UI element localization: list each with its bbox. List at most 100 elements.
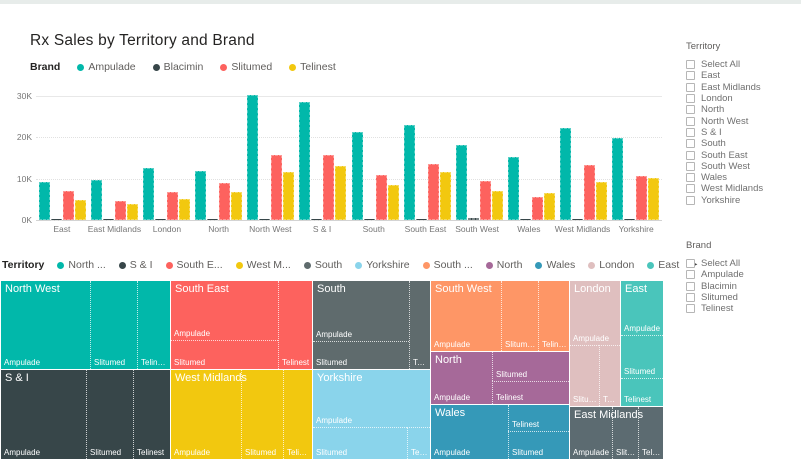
bar-east-slitumed[interactable]	[62, 191, 74, 220]
brand-legend-item-telinest[interactable]: Telinest	[289, 61, 336, 73]
bar-east-midlands-slitumed[interactable]	[114, 201, 126, 220]
treemap-cell-south-east-telinest[interactable]: Telinest	[278, 281, 312, 369]
treemap-tile-south[interactable]: South Ampulade Slitumed Telinest	[313, 281, 430, 369]
territory-legend-item-west-m[interactable]: West M...	[235, 259, 291, 271]
territory-option-east-midlands[interactable]: East Midlands	[686, 82, 796, 93]
checkbox-icon[interactable]	[686, 195, 695, 205]
treemap-tile-west-midlands[interactable]: West Midlands Ampulade Slitumed Telinest	[171, 370, 312, 459]
checkbox-icon[interactable]	[686, 105, 695, 115]
checkbox-icon[interactable]	[686, 116, 695, 126]
treemap-tile-south-west[interactable]: South West Ampulade Slitumed Telinest	[431, 281, 569, 351]
bar-south-east-blacimin[interactable]	[415, 219, 427, 220]
territory-option-north[interactable]: North	[686, 104, 796, 115]
treemap-cell-west-midlands-slitumed[interactable]: Slitumed	[241, 370, 283, 459]
bar-north-telinest[interactable]	[231, 192, 243, 220]
territory-legend-item-north[interactable]: North ...	[57, 259, 106, 271]
bar-south-slitumed[interactable]	[375, 175, 387, 220]
treemap-cell-yorkshire-telinest[interactable]: Telinest	[407, 427, 430, 459]
treemap-cell-south-west-telinest[interactable]: Telinest	[538, 281, 569, 351]
bar-yorkshire-telinest[interactable]	[648, 178, 660, 220]
bar-wales-slitumed[interactable]	[532, 197, 544, 220]
bar-south-east-ampulade[interactable]	[403, 125, 415, 220]
bar-london-ampulade[interactable]	[142, 168, 154, 220]
treemap-tile-north-west[interactable]: North West Ampulade Slitumed Telinest	[1, 281, 170, 369]
treemap-cell-wales-telinest[interactable]: Telinest	[508, 405, 569, 431]
checkbox-icon[interactable]	[686, 173, 695, 183]
brand-legend-item-ampulade[interactable]: Ampulade	[77, 61, 136, 73]
territory-option-wales[interactable]: Wales	[686, 172, 796, 183]
treemap-cell-east-telinest[interactable]: Telinest	[621, 378, 663, 406]
bar-north-west-blacimin[interactable]	[259, 219, 271, 220]
territory-option-select-all[interactable]: Select All	[686, 59, 796, 70]
bar-west-midlands-telinest[interactable]	[596, 182, 608, 220]
territory-legend-item-wales[interactable]: Wales	[535, 259, 575, 271]
brand-option-select-all[interactable]: Select All	[686, 258, 796, 269]
bar-east-midlands-telinest[interactable]	[126, 204, 138, 220]
bar-north-west-telinest[interactable]	[283, 172, 295, 220]
bar-london-telinest[interactable]	[178, 199, 190, 220]
treemap-cell-south-west-slitumed[interactable]: Slitumed	[501, 281, 538, 351]
checkbox-icon[interactable]	[686, 293, 695, 303]
territory-legend-item-north[interactable]: North	[485, 259, 522, 271]
bar-wales-telinest[interactable]	[544, 193, 556, 220]
treemap-cell-east-midlands-telinest[interactable]: Telinest	[638, 407, 663, 459]
checkbox-icon[interactable]	[686, 259, 695, 269]
checkbox-icon[interactable]	[686, 281, 695, 291]
treemap-cell-south-east-slitumed[interactable]: Slitumed	[171, 340, 278, 369]
checkbox-icon[interactable]	[686, 127, 695, 137]
treemap-cell-east-slitumed[interactable]: Slitumed	[621, 335, 663, 378]
checkbox-icon[interactable]	[686, 270, 695, 280]
bar-south-west-blacimin[interactable]	[467, 218, 479, 220]
territory-option-east[interactable]: East	[686, 70, 796, 81]
treemap-tile-s-i[interactable]: S & I Ampulade Slitumed Telinest	[1, 370, 170, 459]
territory-option-london[interactable]: London	[686, 93, 796, 104]
bar-east-telinest[interactable]	[74, 200, 86, 220]
treemap-cell-wales-slitumed[interactable]: Slitumed	[508, 431, 569, 459]
brand-option-ampulade[interactable]: Ampulade	[686, 269, 796, 280]
treemap-tile-south-east[interactable]: South East Ampulade Slitumed Telinest	[171, 281, 312, 369]
treemap-cell-s-i-telinest[interactable]: Telinest	[133, 370, 170, 459]
treemap-cell-london-telinest[interactable]: Telinest	[599, 345, 620, 406]
territory-legend-item-south-e[interactable]: South E...	[165, 259, 223, 271]
checkbox-icon[interactable]	[686, 82, 695, 92]
treemap-cell-london-slitumed[interactable]: Slitumed	[570, 345, 599, 406]
checkbox-icon[interactable]	[686, 184, 695, 194]
checkbox-icon[interactable]	[686, 304, 695, 314]
bar-wales-ampulade[interactable]	[508, 157, 520, 220]
bar-east-blacimin[interactable]	[50, 219, 62, 220]
territory-option-yorkshire[interactable]: Yorkshire	[686, 195, 796, 206]
treemap-tile-east-midlands[interactable]: East Midlands Ampulade Slitumed Telinest	[570, 407, 663, 459]
checkbox-icon[interactable]	[686, 139, 695, 149]
bar-west-midlands-slitumed[interactable]	[584, 165, 596, 220]
bar-south-west-slitumed[interactable]	[479, 181, 491, 220]
brand-option-blacimin[interactable]: Blacimin	[686, 281, 796, 292]
territory-option-south-west[interactable]: South West	[686, 161, 796, 172]
bar-london-slitumed[interactable]	[166, 192, 178, 220]
bar-london-blacimin[interactable]	[154, 219, 166, 220]
territory-legend-item-south[interactable]: South	[303, 259, 342, 271]
territory-option-south[interactable]: South	[686, 138, 796, 149]
bar-north-blacimin[interactable]	[207, 219, 219, 220]
bar-s-i-ampulade[interactable]	[299, 102, 311, 220]
bar-s-i-slitumed[interactable]	[323, 155, 335, 220]
bar-yorkshire-slitumed[interactable]	[636, 176, 648, 220]
territory-legend-item-yorkshire[interactable]: Yorkshire	[355, 259, 410, 271]
treemap-cell-east-midlands-slitumed[interactable]: Slitumed	[612, 407, 638, 459]
treemap-tile-wales[interactable]: Wales Ampulade Telinest Slitumed	[431, 405, 569, 459]
brand-option-slitumed[interactable]: Slitumed	[686, 292, 796, 303]
bar-yorkshire-blacimin[interactable]	[624, 219, 636, 220]
bar-north-west-slitumed[interactable]	[271, 155, 283, 220]
checkbox-icon[interactable]	[686, 94, 695, 104]
bar-east-midlands-ampulade[interactable]	[90, 180, 102, 220]
territory-legend-item-s-i[interactable]: S & I	[118, 259, 153, 271]
bar-south-east-slitumed[interactable]	[427, 164, 439, 220]
territory-option-north-west[interactable]: North West	[686, 115, 796, 127]
bar-south-ampulade[interactable]	[351, 132, 363, 220]
bar-s-i-blacimin[interactable]	[311, 219, 323, 220]
brand-option-telinest[interactable]: Telinest	[686, 303, 796, 314]
bar-south-telinest[interactable]	[387, 185, 399, 220]
bar-south-west-ampulade[interactable]	[455, 145, 467, 220]
territory-legend-item-east[interactable]: East	[647, 259, 679, 271]
brand-legend-item-blacimin[interactable]: Blacimin	[152, 61, 203, 73]
bar-north-west-ampulade[interactable]	[247, 95, 259, 220]
